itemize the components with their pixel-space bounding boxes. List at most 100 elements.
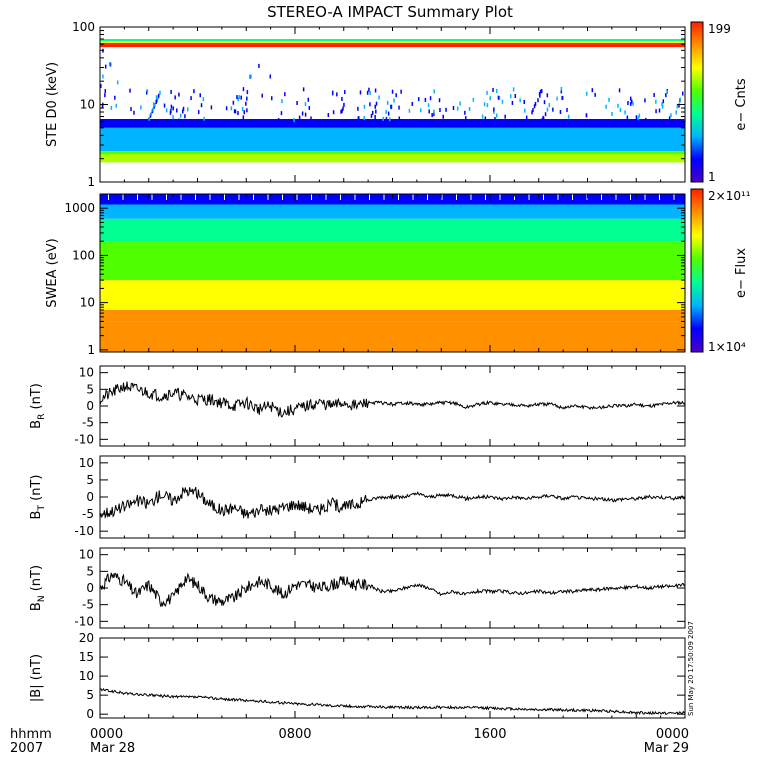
colorbar-min-label: 1 [708, 170, 716, 184]
spectrogram [100, 194, 685, 352]
gap [659, 194, 660, 200]
band [100, 218, 685, 242]
speck [561, 95, 563, 100]
speck [344, 90, 346, 95]
y-label-main: B [29, 420, 44, 429]
speck [546, 107, 549, 112]
speck [494, 117, 496, 122]
speck [617, 103, 619, 108]
speck [280, 111, 283, 116]
speck [237, 97, 240, 102]
speck [544, 112, 547, 117]
speck [464, 110, 466, 115]
speck [605, 104, 607, 109]
speck [562, 96, 564, 101]
speck [424, 97, 427, 102]
speck [445, 107, 447, 112]
gap [398, 194, 399, 200]
speck [542, 115, 544, 120]
speck [484, 116, 487, 121]
speck [374, 104, 376, 109]
speck [420, 108, 422, 113]
y-tick-label: -5 [82, 507, 94, 521]
y-tick-label: 0 [86, 490, 94, 504]
speck [431, 113, 433, 118]
gap [122, 194, 124, 200]
speck [200, 103, 203, 108]
y-tick-label: 0 [86, 707, 94, 721]
band [100, 41, 685, 44]
speck [190, 96, 192, 101]
speck [483, 102, 486, 107]
y-tick-label: 1000 [64, 201, 95, 215]
x-tick-label: 0800 [278, 727, 311, 742]
speck [176, 108, 178, 113]
y-tick-label: 0 [86, 399, 94, 413]
speck [109, 62, 112, 67]
panel-5: -10 -5 0 5 10 BN (nT) [29, 547, 686, 629]
speck [523, 99, 526, 104]
y-tick-label: 5 [86, 382, 94, 396]
speck [497, 95, 500, 100]
speck [336, 92, 338, 97]
speck [498, 96, 501, 101]
speck [495, 113, 498, 118]
y-axis-label: |B| (nT) [29, 654, 44, 702]
speck [236, 95, 238, 100]
gap [514, 194, 515, 200]
speck [629, 96, 632, 101]
y-tick-label: 10 [79, 456, 94, 470]
speck [495, 88, 498, 93]
speck [387, 111, 390, 116]
speck [408, 108, 411, 113]
gap [572, 194, 573, 200]
plot-title: STEREO-A IMPACT Summary Plot [267, 3, 513, 21]
speck [115, 103, 117, 108]
speck [433, 109, 435, 114]
speck [234, 109, 237, 114]
gap [282, 194, 283, 200]
speck [172, 115, 174, 120]
speck [504, 114, 506, 119]
gap [528, 194, 530, 200]
speck [378, 95, 380, 100]
speck [433, 89, 436, 94]
y-tick-label: 1 [87, 175, 95, 189]
speck [468, 107, 471, 112]
speck [638, 113, 641, 118]
speck [442, 114, 444, 119]
x-tick-label: 0000 [90, 727, 123, 742]
speck [658, 108, 661, 113]
gap [543, 194, 544, 200]
speck [179, 113, 182, 118]
speck [452, 106, 455, 111]
speck [174, 95, 176, 100]
gap [195, 194, 196, 200]
speck [666, 90, 668, 95]
speck [310, 116, 312, 121]
speck [302, 87, 305, 92]
speck [193, 89, 195, 94]
y-tick-label: 20 [79, 631, 94, 645]
y-tick-label: -10 [74, 524, 94, 538]
speck [382, 116, 385, 121]
speck [133, 110, 135, 115]
panel-2: 1 10 100 1000 SWEA (eV) 2×10¹¹ 1×10⁴ e− Flux [45, 188, 751, 357]
speck [386, 100, 389, 105]
band [100, 194, 685, 205]
x-tick-label: 1600 [473, 727, 506, 742]
gap [601, 194, 602, 200]
speck [618, 88, 621, 93]
speck [627, 101, 629, 106]
speck [661, 104, 664, 109]
y-label-main: B [29, 511, 44, 520]
y-tick-label: 10 [79, 366, 94, 380]
speck [146, 89, 149, 94]
speck [481, 114, 484, 119]
y-tick-label: 5 [86, 688, 94, 702]
gap [456, 194, 457, 200]
panel-1: 1 10 100 STE D0 (keV) 199 1 e− Cnts [45, 20, 749, 189]
speck [486, 90, 488, 95]
speck [368, 87, 370, 92]
